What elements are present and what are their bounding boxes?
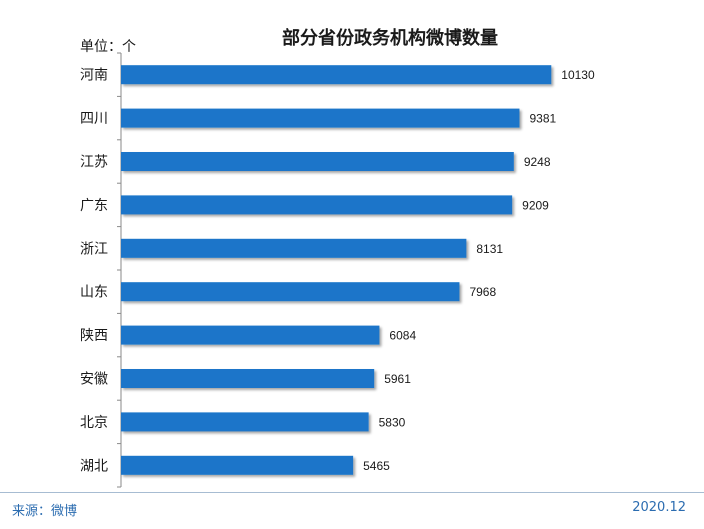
date-label: 2020.12 <box>632 500 686 515</box>
source-label: 来源：微博 <box>12 504 78 519</box>
data-label: 9381 <box>529 112 556 126</box>
data-label: 9209 <box>522 198 549 212</box>
bar-3 <box>121 152 514 171</box>
bar-5 <box>121 238 467 258</box>
data-label: 9248 <box>524 155 551 169</box>
footer-divider <box>0 492 704 493</box>
data-label: 5465 <box>363 459 390 473</box>
category-label: 江苏 <box>80 155 108 171</box>
category-label: 浙江 <box>80 241 108 257</box>
unit-label: 单位：个 <box>80 39 136 55</box>
bar-6 <box>121 282 460 302</box>
bar-7 <box>121 325 380 345</box>
data-label: 10130 <box>561 68 595 82</box>
category-label: 四川 <box>80 111 108 127</box>
bar-8 <box>121 369 375 388</box>
category-label: 湖北 <box>80 458 108 474</box>
category-label: 安徽 <box>80 372 108 388</box>
category-label: 河南 <box>80 68 108 84</box>
category-label: 北京 <box>80 415 108 431</box>
bar-2 <box>121 108 520 128</box>
data-label: 8131 <box>476 242 503 256</box>
bar-chart: 河南 10130 四川 9381 江苏 9248 广东 9209 浙江 8131 山东 7968 陕西 6… <box>80 52 595 488</box>
category-label: 山东 <box>80 285 108 301</box>
bar-1 <box>121 65 552 85</box>
data-label: 5830 <box>379 415 406 429</box>
chart-title: 部分省份政务机构微博数量 <box>282 28 498 49</box>
data-label: 6084 <box>389 329 416 343</box>
category-label: 广东 <box>80 198 108 214</box>
data-label: 7968 <box>469 285 496 299</box>
data-label: 5961 <box>384 372 411 386</box>
bar-9 <box>121 412 369 432</box>
category-label: 陕西 <box>80 328 108 344</box>
bar-4 <box>121 195 513 215</box>
bar-10 <box>121 455 354 475</box>
